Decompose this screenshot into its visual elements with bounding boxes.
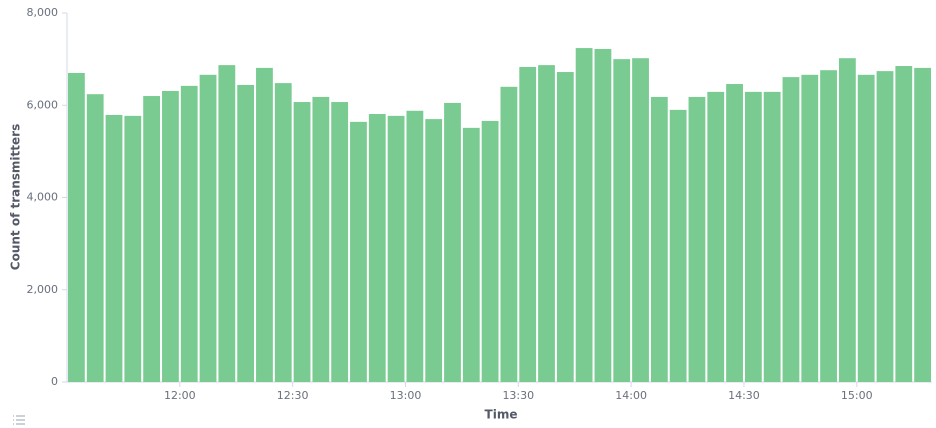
- bar: [293, 102, 311, 383]
- bar: [199, 74, 217, 383]
- bar: [406, 110, 424, 382]
- y-tick-label: 4,000: [27, 191, 59, 204]
- bar: [162, 90, 179, 383]
- y-tick-label: 2,000: [27, 283, 59, 296]
- bar: [744, 91, 762, 382]
- bar: [180, 85, 198, 382]
- x-tick-label: 15:00: [841, 389, 873, 402]
- x-tick-label: 13:30: [502, 389, 534, 402]
- bar: [838, 58, 856, 382]
- bar: [143, 96, 161, 383]
- bar: [368, 114, 386, 383]
- bar: [688, 96, 706, 382]
- bar: [613, 59, 631, 382]
- bar: [914, 67, 931, 383]
- bar: [594, 48, 612, 382]
- x-tick-label: 14:30: [728, 389, 760, 402]
- x-tick-label: 12:00: [164, 389, 196, 402]
- bar: [256, 67, 273, 383]
- bar: [763, 91, 781, 382]
- bar: [556, 72, 574, 382]
- bar: [274, 83, 292, 383]
- bar: [68, 72, 85, 383]
- bar: [632, 58, 649, 382]
- bar: [444, 102, 461, 382]
- x-tick-label: 12:30: [277, 389, 309, 402]
- bar: [876, 71, 894, 383]
- bar: [895, 66, 913, 382]
- bar: [519, 66, 537, 382]
- legend-toggle-icon[interactable]: [13, 415, 25, 425]
- bar: [820, 70, 837, 382]
- bar: [500, 86, 518, 383]
- bar: [462, 127, 480, 382]
- bar: [350, 121, 367, 382]
- x-axis-title: Time: [485, 408, 518, 422]
- bar: [782, 77, 800, 383]
- bar: [707, 91, 725, 382]
- y-tick-label: 8,000: [27, 6, 59, 19]
- bar: [801, 74, 819, 383]
- bar: [481, 120, 499, 383]
- y-axis-title: Count of transmitters: [9, 124, 23, 270]
- bar: [312, 96, 330, 382]
- bar: [387, 115, 405, 382]
- bar: [669, 109, 687, 383]
- bar: [124, 115, 142, 382]
- y-tick-label: 0: [51, 375, 58, 388]
- bar: [575, 48, 593, 383]
- bar: [538, 65, 555, 382]
- y-tick-label: 6,000: [27, 98, 59, 111]
- bar: [237, 84, 255, 382]
- bar: [726, 84, 743, 382]
- bar: [105, 114, 123, 382]
- x-tick-label: 13:00: [390, 389, 422, 402]
- bar: [425, 119, 443, 383]
- bar: [650, 96, 668, 382]
- bar: [218, 65, 236, 382]
- bar: [86, 94, 104, 383]
- x-tick-label: 14:00: [615, 389, 647, 402]
- bar: [857, 74, 875, 383]
- bar: [331, 102, 349, 383]
